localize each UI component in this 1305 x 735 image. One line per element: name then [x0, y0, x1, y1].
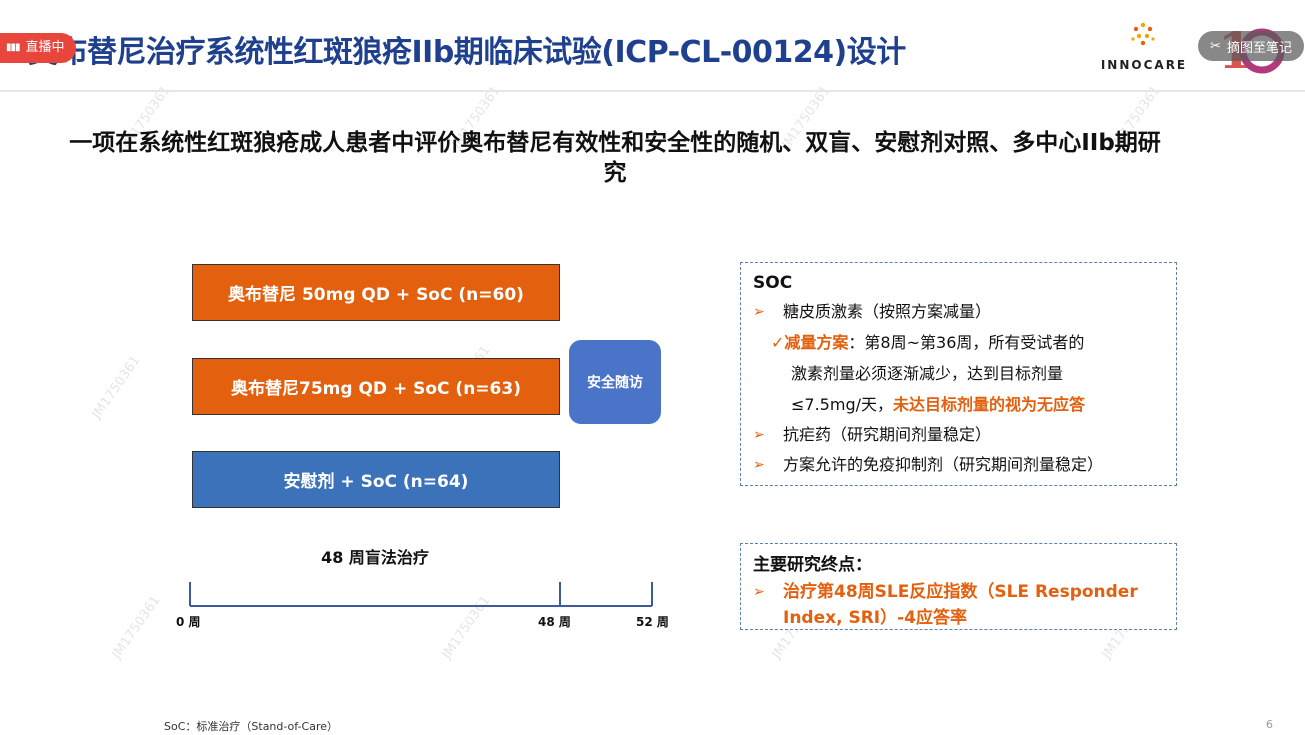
check-icon: ✓ [771, 333, 785, 352]
arrow-icon: ➢ [753, 584, 765, 600]
arm-box-50mg: 奥布替尼 50mg QD + SoC (n=60) [192, 264, 560, 321]
timeline-axis [189, 582, 653, 607]
endpoint-line-2: Index, SRI）-4应答率 [783, 608, 968, 628]
live-badge-label: 直播中 [25, 40, 65, 55]
soc-panel: SOC ➢ 糖皮质激素（按照方案减量） ✓减量方案：第8周~第36周，所有受试者… [740, 262, 1177, 486]
study-subtitle: 一项在系统性红斑狼疮成人患者中评价奥布替尼有效性和安全性的随机、双盲、安慰剂对照… [69, 130, 1161, 186]
clip-to-notes-label: 摘图至笔记 [1226, 40, 1292, 56]
timeline-tick-52: 52 周 [636, 615, 669, 629]
arm-box-75mg: 奥布替尼75mg QD + SoC (n=63) [192, 358, 560, 415]
watermark: JM1750361 [109, 593, 164, 662]
arrow-icon: ➢ [753, 457, 765, 473]
soc-item-label: 糖皮质激素（按照方案减量） [783, 302, 992, 321]
taper-text-3: ≤7.5mg/天， [791, 395, 893, 414]
header-divider [0, 90, 1305, 92]
endpoint-line-1: 治疗第48周SLE反应指数（SLE Responder [783, 582, 1138, 602]
innocare-logo-icon [1131, 22, 1155, 46]
company-logo: INNOCARE [1098, 22, 1190, 76]
soc-item-immunosuppressant: ➢ 方案允许的免疫抑制剂（研究期间剂量稳定） [753, 450, 1164, 480]
treatment-period-label: 48 周盲法治疗 [321, 548, 429, 567]
arrow-icon: ➢ [753, 304, 765, 320]
logo-wordmark: INNOCARE [1100, 58, 1188, 72]
taper-detail: ✓减量方案：第8周~第36周，所有受试者的 激素剂量必须逐渐减少，达到目标剂量 … [753, 327, 1164, 420]
taper-highlight: 未达目标剂量的视为无应答 [893, 395, 1086, 414]
soc-heading: SOC [753, 273, 793, 293]
arrow-icon: ➢ [753, 427, 765, 443]
taper-label: 减量方案 [784, 333, 849, 352]
watermark: JM1750361 [89, 353, 144, 422]
timeline-tick-48: 48 周 [538, 615, 571, 629]
safety-followup-box: 安全随访 [569, 340, 661, 424]
soc-item-label: 抗疟药（研究期间剂量稳定） [783, 425, 992, 444]
taper-text-1: ：第8周~第36周，所有受试者的 [848, 333, 1085, 352]
primary-endpoint-panel: 主要研究终点： ➢ 治疗第48周SLE反应指数（SLE Responder In… [740, 543, 1177, 630]
live-badge[interactable]: ▮▮▮ 直播中 [0, 33, 76, 63]
taper-text-2: 激素剂量必须逐渐减少，达到目标剂量 [791, 364, 1064, 383]
timeline-tick-0: 0 周 [176, 615, 201, 629]
arm-box-placebo: 安慰剂 + SoC (n=64) [192, 451, 560, 508]
page-number: 6 [1266, 718, 1273, 731]
endpoint-item: ➢ 治疗第48周SLE反应指数（SLE Responder Index, SRI… [753, 579, 1164, 631]
scissors-icon: ✂ [1210, 38, 1221, 54]
live-bars-icon: ▮▮▮ [6, 42, 20, 53]
endpoint-text: 治疗第48周SLE反应指数（SLE Responder Index, SRI）-… [783, 579, 1138, 631]
footnote: SoC：标准治疗（Stand-of-Care） [164, 720, 338, 733]
endpoint-heading: 主要研究终点： [753, 555, 872, 575]
soc-item-label: 方案允许的免疫抑制剂（研究期间剂量稳定） [783, 455, 1104, 474]
clip-to-notes-button[interactable]: ✂ 摘图至笔记 [1198, 31, 1304, 61]
page-title: 奥布替尼治疗系统性红斑狼疮IIb期临床试验(ICP-CL-00124)设计 [28, 35, 906, 70]
soc-item-antimalarial: ➢ 抗疟药（研究期间剂量稳定） [753, 420, 1164, 450]
soc-item-steroids: ➢ 糖皮质激素（按照方案减量） [753, 297, 1164, 327]
